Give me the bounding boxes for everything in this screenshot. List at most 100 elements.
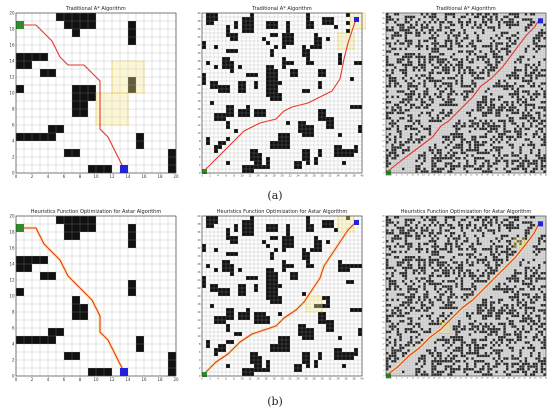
explored-region [95,92,129,126]
svg-text:4: 4 [383,365,384,367]
svg-text:16: 16 [382,130,384,132]
obstacles [386,216,546,376]
svg-text:28: 28 [460,378,462,380]
axis-ticks: 0022446688101012121414161618182020222224… [197,215,364,381]
svg-text:20: 20 [173,174,179,179]
svg-text:34: 34 [197,36,201,39]
svg-text:28: 28 [382,98,384,100]
svg-text:4: 4 [217,174,219,177]
svg-text:34: 34 [382,285,384,287]
explored-region [305,295,323,313]
svg-text:40: 40 [360,174,364,177]
svg-text:14: 14 [197,116,201,119]
svg-text:8: 8 [383,151,384,153]
svg-text:8: 8 [79,377,82,382]
svg-text:24: 24 [296,174,300,177]
svg-text:6: 6 [12,122,15,127]
svg-text:30: 30 [382,93,384,95]
svg-text:14: 14 [125,174,131,179]
svg-text:18: 18 [9,26,15,31]
panel-title: Heuristics Function Optimization for Ast… [217,209,348,215]
svg-text:16: 16 [382,333,384,335]
svg-text:54: 54 [529,175,531,177]
svg-text:20: 20 [197,92,201,95]
plot-frame [201,215,363,377]
caption-b: (b) [267,395,283,408]
svg-text:4: 4 [47,377,50,382]
svg-text:42: 42 [497,175,499,177]
svg-text:10: 10 [240,174,244,177]
svg-text:12: 12 [382,141,384,143]
svg-text:0: 0 [15,174,18,179]
svg-text:52: 52 [524,378,526,380]
axis-ticks: 00 2 2 4 4 6 6 8 8 10 10 12 12 14 14 16 16 18 18 20 20 [9,213,179,382]
svg-text:32: 32 [328,174,332,177]
explored-region [513,237,525,249]
svg-text:16: 16 [141,377,147,382]
svg-text:14: 14 [422,175,424,177]
svg-text:12: 12 [417,378,419,380]
svg-text:24: 24 [296,377,300,380]
svg-text:18: 18 [382,125,384,127]
svg-text:2: 2 [199,367,201,370]
planned-path [386,19,540,173]
svg-text:14: 14 [197,319,201,322]
svg-text:6: 6 [12,325,15,330]
svg-text:40: 40 [492,378,494,380]
planned-path [203,221,357,375]
svg-text:6: 6 [63,174,66,179]
panel-b3: Heuristics Function Optimization for Ast… [372,205,550,385]
goal-node [120,368,128,376]
svg-text:52: 52 [382,237,384,239]
svg-text:26: 26 [197,68,201,71]
svg-text:34: 34 [476,175,478,177]
plot-frame [201,12,363,174]
svg-text:24: 24 [382,109,384,111]
svg-text:14: 14 [382,338,384,340]
svg-text:10: 10 [93,377,99,382]
svg-text:28: 28 [312,377,316,380]
svg-text:18: 18 [382,328,384,330]
svg-text:2: 2 [199,164,201,167]
svg-text:22: 22 [444,378,446,380]
svg-text:6: 6 [225,174,227,177]
svg-text:2: 2 [391,378,392,380]
obstacles [202,13,362,173]
svg-text:36: 36 [344,377,348,380]
panel-a3: Traditional A* Algorithm 0 0 2 2 4 4 6 6 8 8 10 10 12… [372,2,550,182]
panel-b1: Heuristics Function Optimization for Ast… [2,205,180,385]
svg-text:6: 6 [199,351,201,354]
svg-text:8: 8 [233,174,235,177]
svg-text:26: 26 [304,174,308,177]
svg-text:6: 6 [383,360,384,362]
svg-text:30: 30 [197,255,201,258]
axis-ticks: 0022446688101012121414161618182020222224… [382,216,547,380]
svg-text:40: 40 [492,175,494,177]
grid-map-b2: Heuristics Function Optimization for Ast… [197,209,364,381]
svg-text:36: 36 [382,280,384,282]
svg-text:16: 16 [428,378,430,380]
svg-text:28: 28 [197,263,201,266]
svg-text:48: 48 [513,175,515,177]
svg-text:14: 14 [9,261,15,266]
svg-text:58: 58 [382,221,384,223]
svg-text:14: 14 [256,377,260,380]
grid-map-a2: Traditional A* Algorithm0022446688101012… [197,6,366,177]
svg-text:54: 54 [382,232,384,234]
svg-text:54: 54 [382,29,384,31]
svg-text:16: 16 [9,42,15,47]
svg-text:26: 26 [304,377,308,380]
svg-text:32: 32 [382,290,384,292]
svg-text:2: 2 [31,377,34,382]
explored-region [111,60,145,94]
panel-title: Traditional A* Algorithm [65,6,126,12]
svg-text:2: 2 [12,357,15,362]
svg-text:20: 20 [280,377,284,380]
svg-text:28: 28 [197,60,201,63]
grid-map-b3: Heuristics Function Optimization for Ast… [382,209,547,380]
svg-text:40: 40 [197,12,201,15]
svg-text:42: 42 [382,61,384,63]
svg-text:4: 4 [47,174,50,179]
svg-text:6: 6 [225,377,227,380]
explored-region [439,322,451,334]
